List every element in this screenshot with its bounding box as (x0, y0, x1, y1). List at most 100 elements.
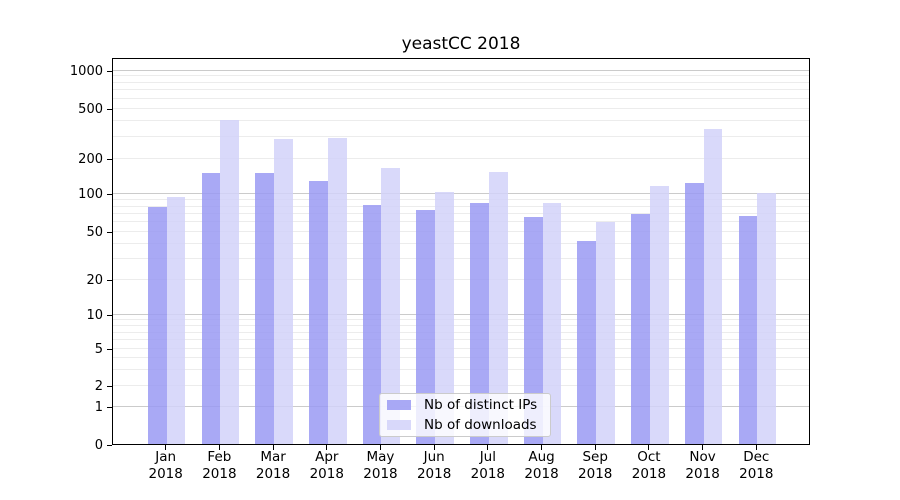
x-tick-month: Mar (260, 449, 286, 465)
y-tick-label: 50 (86, 224, 103, 240)
x-tick-month: Jan (155, 449, 177, 465)
bar-downloads-dec (757, 193, 777, 444)
x-tick-year: 2018 (524, 466, 559, 482)
gridline-minor (113, 242, 809, 244)
gridline-minor (113, 347, 809, 349)
y-tick-mark (107, 348, 112, 350)
bar-distinct-ips-oct (631, 214, 650, 444)
y-tick-mark (107, 444, 112, 446)
x-tick-mark (702, 445, 704, 450)
y-tick-mark (107, 158, 112, 160)
x-tick-label-apr: Apr 2018 (295, 449, 359, 483)
y-tick-label: 2 (94, 379, 103, 395)
gridline-minor (113, 325, 809, 327)
legend-item-downloads: Nb of downloads (380, 417, 550, 433)
y-tick-mark (107, 315, 112, 317)
gridline-minor (113, 212, 809, 214)
gridline-minor (113, 89, 809, 91)
x-tick-month: May (366, 449, 395, 465)
x-tick-label-nov: Nov 2018 (671, 449, 735, 483)
bar-distinct-ips-aug (523, 217, 543, 444)
y-tick-mark (107, 231, 112, 233)
plot-area (112, 58, 810, 445)
x-tick-label-dec: Dec 2018 (724, 449, 788, 483)
gridline-minor (113, 368, 809, 370)
gridline-major (113, 314, 809, 316)
legend: Nb of distinct IPs Nb of downloads (379, 393, 551, 437)
gridline-minor (113, 257, 809, 259)
bar-distinct-ips-apr (308, 181, 328, 444)
gridline-minor (113, 157, 809, 159)
x-tick-month: Nov (689, 449, 716, 465)
bar-downloads-mar (274, 138, 293, 444)
gridline-minor (113, 75, 809, 77)
x-tick-label-oct: Oct 2018 (617, 449, 681, 483)
gridline-minor (113, 81, 809, 83)
bar-downloads-aug (542, 202, 562, 444)
x-tick-mark (165, 445, 167, 450)
bar-downloads-oct (649, 185, 669, 444)
x-tick-year: 2018 (202, 466, 237, 482)
gridline-minor (113, 120, 809, 122)
bar-downloads-may (381, 167, 401, 444)
bar-downloads-sep (596, 221, 615, 444)
x-tick-month: Sep (582, 449, 608, 465)
y-tick-label: 1000 (69, 63, 103, 79)
gridline-minor (113, 97, 809, 99)
x-tick-label-sep: Sep 2018 (563, 449, 627, 483)
bar-downloads-apr (327, 137, 347, 444)
bar-distinct-ips-jul (470, 203, 489, 444)
x-tick-month: Jul (479, 449, 496, 465)
x-tick-mark (326, 445, 328, 450)
y-tick-label: 500 (78, 102, 103, 118)
bar-distinct-ips-mar (255, 172, 275, 444)
x-tick-mark (272, 445, 274, 450)
gridline-minor (113, 108, 809, 110)
y-tick-mark (107, 70, 112, 72)
legend-swatch-downloads-icon (387, 419, 411, 430)
x-tick-mark (379, 445, 381, 450)
x-tick-mark (648, 445, 650, 450)
bar-distinct-ips-feb (201, 172, 221, 444)
x-tick-month: Jun (423, 449, 445, 465)
gridline-minor (113, 205, 809, 207)
x-tick-year: 2018 (309, 466, 344, 482)
gridline-minor (113, 221, 809, 223)
x-tick-year: 2018 (685, 466, 720, 482)
bar-distinct-ips-jan (147, 207, 167, 444)
bar-distinct-ips-dec (738, 216, 758, 444)
bar-distinct-ips-sep (577, 240, 597, 444)
bar-downloads-jul (488, 171, 508, 444)
y-tick-label: 100 (78, 187, 103, 203)
x-tick-month: Dec (743, 449, 770, 465)
x-tick-mark (594, 445, 596, 450)
x-tick-label-aug: Aug 2018 (510, 449, 574, 483)
x-tick-year: 2018 (255, 466, 291, 482)
x-tick-year: 2018 (363, 466, 398, 482)
x-tick-month: Oct (637, 449, 661, 465)
legend-swatch-distinct-ips-icon (387, 400, 411, 411)
x-tick-mark (487, 445, 489, 450)
y-tick-label: 20 (86, 273, 103, 289)
x-tick-month: Apr (315, 449, 339, 465)
bar-downloads-jan (166, 197, 186, 444)
y-tick-mark (107, 194, 112, 196)
x-tick-mark (541, 445, 543, 450)
gridline-minor (113, 230, 809, 232)
gridline-minor (113, 319, 809, 321)
y-tick-mark (107, 407, 112, 409)
x-tick-month: Feb (207, 449, 232, 465)
x-tick-mark (755, 445, 757, 450)
bar-downloads-jun (435, 191, 454, 444)
x-tick-year: 2018 (148, 466, 183, 482)
y-tick-label: 200 (78, 151, 103, 167)
x-tick-label-feb: Feb 2018 (187, 449, 251, 483)
bar-downloads-feb (220, 119, 240, 444)
gridline-minor (113, 135, 809, 137)
bar-downloads-nov (703, 128, 723, 444)
bar-distinct-ips-may (362, 204, 382, 444)
y-tick-label: 5 (94, 341, 103, 357)
x-tick-mark (433, 445, 435, 450)
x-tick-month: Aug (528, 449, 555, 465)
x-tick-year: 2018 (578, 466, 613, 482)
